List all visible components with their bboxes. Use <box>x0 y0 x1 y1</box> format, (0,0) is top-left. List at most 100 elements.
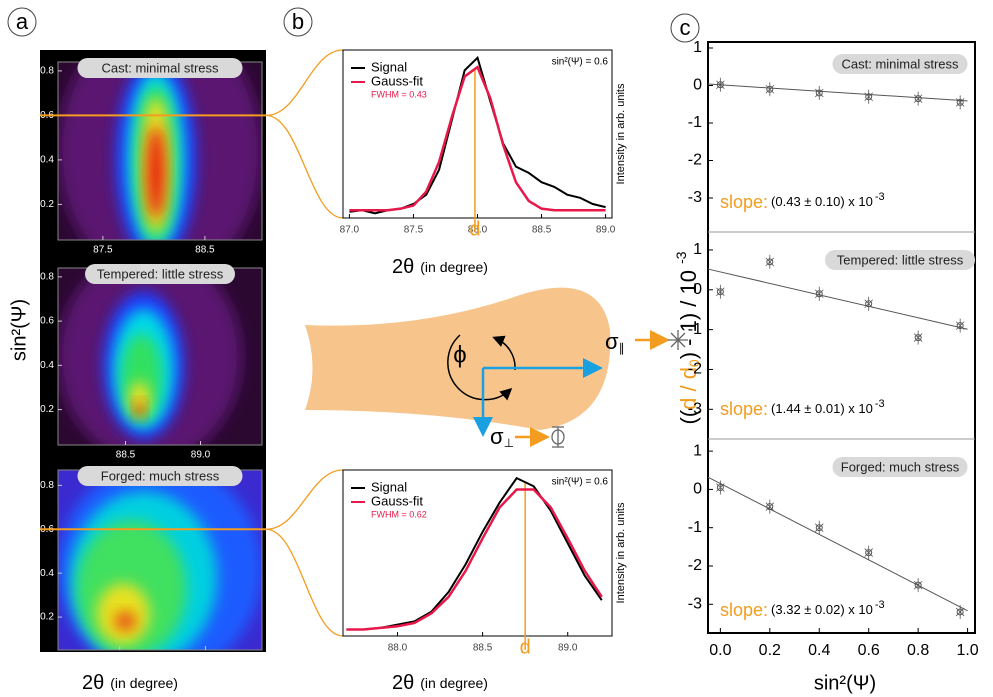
x-tick-label: 1.0 <box>956 642 978 659</box>
title-bubble <box>832 54 968 74</box>
chart-title: Tempered: little stress <box>97 266 224 281</box>
data-point <box>955 604 965 619</box>
y-tick-label: -2 <box>688 557 702 574</box>
heatmap <box>58 268 242 445</box>
title-bubble <box>77 466 243 486</box>
y-axis-label: Intensity in arb. units <box>615 83 627 184</box>
point-cross <box>716 77 725 92</box>
point-cross <box>955 318 965 333</box>
annotation: sin²(Ψ) = 0.6 <box>552 477 609 488</box>
y-tick-label: 0.8 <box>40 271 54 282</box>
x-tick-label: 88.5 <box>195 245 215 256</box>
point-cross <box>955 95 965 110</box>
data-point <box>864 545 873 560</box>
point-cross <box>765 499 775 514</box>
x-tick-label: 88.5 <box>110 655 130 666</box>
slope-annotation: slope: (3.32 ± 0.02) x 10 -3 <box>720 599 885 620</box>
y-tick-label: -3 <box>688 189 702 206</box>
x-axis-label: 2θ (in degree) <box>392 256 488 278</box>
connector <box>265 114 344 219</box>
data-point <box>955 95 965 110</box>
y-tick-label: 0.2 <box>40 404 54 415</box>
y-tick-label: -2 <box>688 361 702 378</box>
y-axis-label: ((d / d0) - 1) / 10 -3 <box>673 251 702 424</box>
title-bubble <box>85 264 235 284</box>
y-tick-label: 0.4 <box>40 360 54 371</box>
slope-text: (0.43 ± 0.10) x 10 <box>771 194 873 209</box>
plot-frame <box>342 469 613 637</box>
x-tick-label: 89.0 <box>191 450 211 461</box>
point-cross <box>955 604 965 619</box>
legend-label: Signal <box>371 479 407 494</box>
y-tick-label: 0.8 <box>40 66 54 77</box>
panel-label: a <box>16 9 29 34</box>
data-point <box>716 77 725 92</box>
x-tick-label: 0.0 <box>709 642 731 659</box>
sigma-perp: σ⊥ <box>490 424 514 450</box>
x-label: 2θ <box>82 672 104 694</box>
x-label-unit: (in degree) <box>110 675 178 691</box>
x-axis-label: sin²(Ψ) <box>814 672 876 694</box>
x-tick-label: 0.6 <box>858 642 880 659</box>
data-point <box>864 296 873 311</box>
slope-label: slope: <box>720 399 768 419</box>
data-point <box>814 286 824 301</box>
panel-badge <box>7 7 37 37</box>
series-line <box>346 488 603 631</box>
x-label-unit: (in degree) <box>420 259 488 275</box>
panel-badge <box>670 13 700 43</box>
chart-title: Cast: minimal stress <box>101 60 219 75</box>
data-point <box>765 82 775 97</box>
heatmap <box>58 470 262 650</box>
panel-label: c <box>680 15 691 40</box>
title-bubble <box>832 457 968 477</box>
data-point <box>913 330 923 345</box>
rotation-arrow <box>447 334 513 401</box>
sigma-sub: ∥ <box>619 341 625 355</box>
x-tick-label: 0.4 <box>808 642 830 659</box>
fit-line <box>707 83 968 102</box>
data-point <box>765 254 775 269</box>
y-tick-label: 1 <box>693 241 702 258</box>
sample-shape <box>305 287 611 430</box>
chart-title: Tempered: little stress <box>837 252 964 267</box>
heatmap-blob <box>115 612 136 631</box>
slope-annotation: slope: (0.43 ± 0.10) x 10 -3 <box>720 191 885 212</box>
y-axis-label: sin²(Ψ) <box>8 299 30 361</box>
y-axis-label: Intensity in arb. units <box>615 502 627 603</box>
heatmap <box>58 62 262 240</box>
y-label-part: d / d <box>676 367 701 410</box>
point-cross <box>765 82 775 97</box>
y-tick-label: 0.4 <box>40 155 54 166</box>
d-label: d <box>469 218 480 240</box>
y-tick-label: 0.8 <box>40 480 54 491</box>
y-tick-label: 1 <box>693 442 702 459</box>
heatmap-blob <box>129 381 150 417</box>
x-axis-label: 2θ (in degree) <box>392 672 488 694</box>
data-point <box>716 480 725 495</box>
heatmap-blob <box>134 402 145 417</box>
y-label-part: 0 <box>686 359 702 367</box>
legend-label: Gauss-fit <box>371 73 423 88</box>
panel-badge <box>283 7 313 37</box>
x-tick-label: 89.0 <box>558 643 578 654</box>
point-cross <box>814 86 824 100</box>
asterisk-symbol <box>668 330 688 350</box>
x-tick-label: 89.0 <box>596 225 616 236</box>
x-label-unit: (in degree) <box>420 675 488 691</box>
data-point <box>913 91 923 106</box>
y-tick-label: 0.2 <box>40 612 54 623</box>
phi-symbol <box>551 426 565 448</box>
fwhm-label: FWHM = 0.62 <box>371 509 427 519</box>
legend-label: Signal <box>371 59 407 74</box>
y-tick-label: 0 <box>693 77 702 94</box>
connector <box>265 528 344 637</box>
x-tick-label: 0.2 <box>759 642 781 659</box>
point-cross <box>814 286 824 301</box>
x-axis-label: 2θ (in degree) <box>82 672 178 694</box>
y-tick-label: 0.6 <box>40 316 54 327</box>
x-tick-label: 88.5 <box>532 225 552 236</box>
x-label: 2θ <box>392 672 414 694</box>
x-tick-label: 89.0 <box>196 655 216 666</box>
fwhm-label: FWHM = 0.43 <box>371 89 427 99</box>
